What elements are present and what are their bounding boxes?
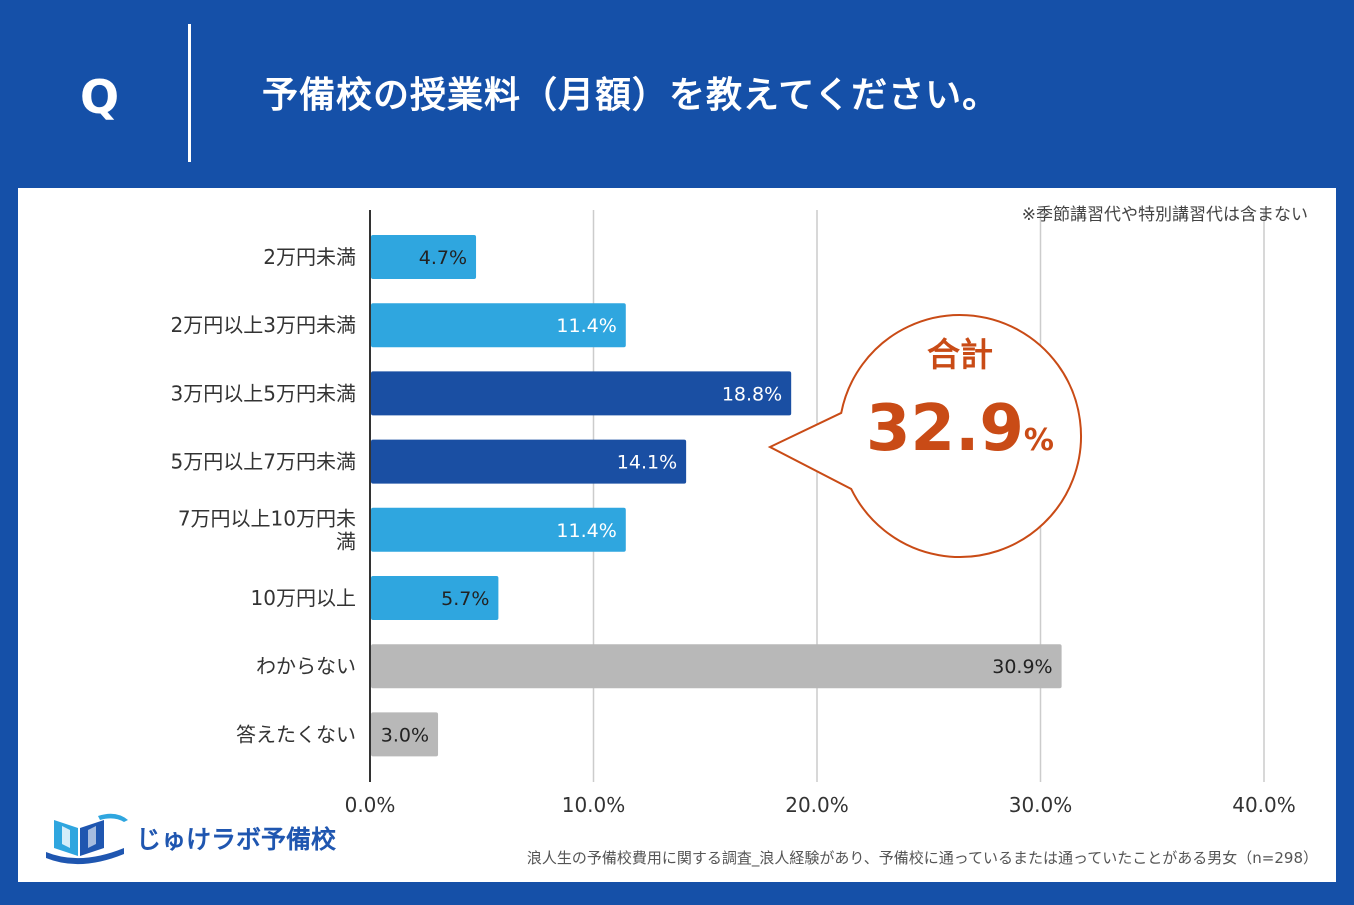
logo-text: じゅけラボ予備校 [136, 825, 337, 854]
chart-panel: 4.7% 11.4% 18.8% 14.1% 11.4% 5.7% 30.9% 3.0% 2万… [18, 188, 1336, 882]
category-label: 5万円以上7万円未満 [171, 450, 356, 474]
source-note: 浪人生の予備校費用に関する調査_浪人経験があり、予備校に通っているまたは通ってい… [526, 849, 1318, 867]
book-logo-icon [46, 813, 128, 865]
bars: 4.7% 11.4% 18.8% 14.1% 11.4% 5.7% 30.9% 3.0% [371, 235, 1062, 757]
bar-value-label: 30.9% [992, 656, 1052, 678]
header-divider [188, 24, 191, 162]
bar [371, 439, 687, 484]
bar [371, 507, 626, 552]
x-tick-label: 40.0% [1232, 793, 1296, 817]
callout-bubble [767, 314, 1082, 558]
bar [371, 371, 792, 416]
category-label: 答えたくない [236, 722, 356, 746]
x-tick-label: 10.0% [562, 793, 626, 817]
category-label: 3万円以上5万円未満 [171, 381, 356, 405]
bar-value-label: 3.0% [381, 724, 429, 746]
category-labels: 2万円未満 2万円以上3万円未満 3万円以上5万円未満 5万円以上7万円未満 7万円以上… [171, 245, 356, 746]
category-label: わからない [256, 654, 356, 678]
bar [371, 576, 499, 620]
x-tick-label: 0.0% [345, 793, 396, 817]
bar-chart: 4.7% 11.4% 18.8% 14.1% 11.4% 5.7% 30.9% 3.0% 2万… [171, 210, 1296, 817]
footnote: ※季節講習代や特別講習代は含まない [1021, 205, 1308, 225]
bar-value-label: 4.7% [419, 247, 467, 269]
bar [371, 303, 626, 348]
category-label: 2万円未満 [263, 245, 356, 269]
x-axis-ticks: 0.0% 10.0% 20.0% 30.0% 40.0% [345, 793, 1296, 817]
bar [371, 235, 477, 279]
callout-value-number: 32.9 [866, 392, 1024, 466]
bar-value-label: 5.7% [441, 588, 489, 610]
bar-value-label: 11.4% [556, 315, 616, 337]
question-letter: Q [80, 70, 120, 124]
callout-value-unit: % [1024, 423, 1054, 458]
question-title: 予備校の授業料（月額）を教えてください。 [262, 75, 1000, 116]
callout-value: 32.9% [866, 392, 1054, 466]
category-label: 10万円以上 [251, 586, 356, 610]
total-callout: 合計 32.9% [767, 314, 1082, 558]
x-tick-label: 20.0% [785, 793, 849, 817]
callout-label: 合計 [927, 335, 993, 374]
bar [371, 712, 439, 757]
bar-value-label: 18.8% [722, 383, 782, 405]
x-tick-label: 30.0% [1009, 793, 1073, 817]
bar-value-label: 11.4% [556, 520, 616, 542]
category-label: 7万円以上10万円未満 [178, 506, 356, 553]
bar-value-label: 14.1% [617, 452, 677, 474]
logo: じゅけラボ予備校 [40, 808, 336, 868]
bar [371, 644, 1062, 689]
category-label: 2万円以上3万円未満 [171, 313, 356, 337]
